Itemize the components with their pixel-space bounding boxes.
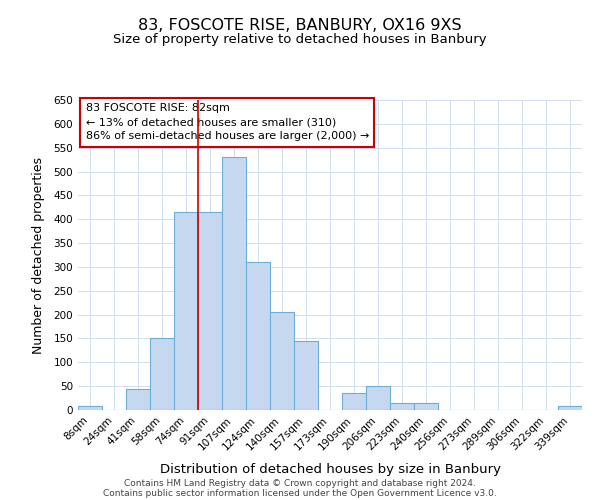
Bar (222, 157, 246, 410)
X-axis label: Distribution of detached houses by size in Banbury: Distribution of detached houses by size … (160, 463, 500, 476)
Bar (558, 406, 582, 410)
Text: Contains HM Land Registry data © Crown copyright and database right 2024.: Contains HM Land Registry data © Crown c… (124, 478, 476, 488)
Text: 83, FOSCOTE RISE, BANBURY, OX16 9XS: 83, FOSCOTE RISE, BANBURY, OX16 9XS (138, 18, 462, 32)
Bar (174, 212, 198, 410)
Text: Contains public sector information licensed under the Open Government Licence v3: Contains public sector information licen… (103, 488, 497, 498)
Bar (78, 406, 102, 410)
Y-axis label: Number of detached properties: Number of detached properties (32, 156, 45, 354)
Text: 83 FOSCOTE RISE: 82sqm
← 13% of detached houses are smaller (310)
86% of semi-de: 83 FOSCOTE RISE: 82sqm ← 13% of detached… (86, 103, 369, 141)
Bar (150, 338, 174, 410)
Bar (342, 394, 366, 410)
Bar (390, 403, 414, 410)
Bar (126, 388, 150, 410)
Text: Size of property relative to detached houses in Banbury: Size of property relative to detached ho… (113, 32, 487, 46)
Bar (366, 386, 390, 410)
Bar (246, 262, 270, 410)
Bar (270, 312, 294, 410)
Bar (414, 403, 438, 410)
Bar (294, 341, 318, 410)
Bar (198, 212, 222, 410)
